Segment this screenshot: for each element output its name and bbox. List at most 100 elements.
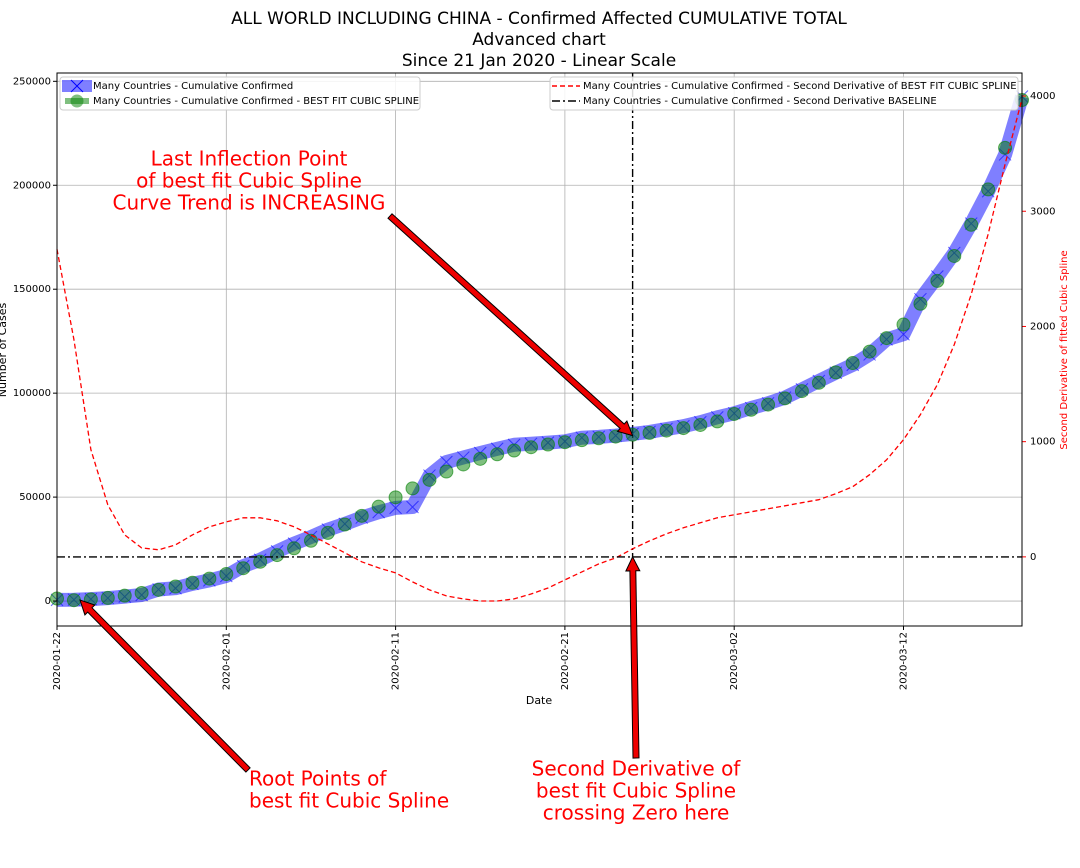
- y-axis-label: Number of Cases: [0, 303, 9, 398]
- y-tick-label: 50000: [19, 492, 51, 503]
- axes: 2020-01-22 2020-02-01 2020-02-11 2020-02-21…: [13, 72, 1055, 690]
- data-point: [981, 182, 996, 197]
- legends: Many Countries - Cumulative Confirmed Man…: [59, 76, 1019, 111]
- data-point: [202, 571, 217, 586]
- x-tick-label: 2020-03-12: [898, 632, 909, 690]
- data-point: [710, 414, 725, 429]
- legend-box: [59, 76, 421, 111]
- data-point: [100, 590, 115, 605]
- data-point: [777, 391, 792, 406]
- data-point: [727, 406, 742, 421]
- annotation-arrow: [387, 213, 634, 437]
- data-point: [439, 464, 454, 479]
- data-point: [219, 567, 234, 582]
- data-point: [422, 472, 437, 487]
- legend-label: Many Countries - Cumulative Confirmed - …: [93, 96, 419, 107]
- annotation-text: Second Derivative of: [532, 757, 742, 781]
- data-point: [761, 397, 776, 412]
- data-point: [456, 457, 471, 472]
- data-point: [845, 356, 860, 371]
- legend-label: Many Countries - Cumulative Confirmed - …: [583, 81, 1017, 92]
- data-point: [320, 525, 335, 540]
- data-point: [405, 481, 420, 496]
- data-point: [540, 437, 555, 452]
- y-tick-label: 0: [45, 596, 51, 607]
- data-point: [693, 417, 708, 432]
- legend-swatch: [70, 94, 84, 108]
- data-point: [389, 501, 402, 515]
- data-point: [371, 499, 386, 514]
- data-point: [811, 375, 826, 390]
- data-point: [642, 425, 657, 440]
- data-point: [794, 384, 809, 399]
- data-point: [287, 541, 302, 556]
- y2-tick-label: 1000: [1030, 437, 1055, 448]
- data-point: [930, 273, 945, 288]
- chart-title: ALL WORLD INCLUDING CHINA - Confirmed Af…: [231, 9, 847, 29]
- data-point: [354, 508, 369, 523]
- data-point: [659, 423, 674, 438]
- y2-tick-label: 0: [1030, 552, 1036, 563]
- x-tick-label: 2020-02-11: [391, 632, 402, 690]
- annotation-arrow: [79, 599, 251, 773]
- data-point: [151, 582, 166, 597]
- annotation-text: Last Inflection Point: [151, 147, 348, 171]
- data-point: [117, 588, 132, 603]
- data-point: [557, 435, 572, 450]
- data-point: [134, 585, 149, 600]
- data-point: [253, 554, 268, 569]
- data-point: [879, 331, 894, 346]
- legend-swatch: [70, 79, 84, 93]
- data-point: [998, 140, 1013, 155]
- annotations: Last Inflection Point of best fit Cubic …: [79, 147, 742, 825]
- data-point: [896, 317, 911, 332]
- data-point: [303, 533, 318, 548]
- legend-label: Many Countries - Cumulative Confirmed - …: [583, 96, 937, 107]
- data-point: [744, 402, 759, 417]
- data-point: [236, 561, 251, 576]
- series-line: [56, 94, 1029, 607]
- data-point: [270, 548, 285, 563]
- data-point: [608, 429, 623, 444]
- annotation-arrow: [625, 555, 641, 759]
- data-point: [913, 296, 928, 311]
- annotation-text: Root Points of: [249, 767, 387, 791]
- legend-box: [549, 76, 1019, 111]
- annotation-text: best fit Cubic Spline: [536, 779, 736, 803]
- annotation-text: Curve Trend is INCREASING: [113, 191, 386, 215]
- chart-subtitle: Advanced chart: [472, 30, 606, 50]
- data-point: [185, 575, 200, 590]
- y2-tick-label: 3000: [1030, 206, 1055, 217]
- data-point: [406, 500, 419, 514]
- data-point: [964, 217, 979, 232]
- data-point: [676, 421, 691, 436]
- annotation-text: crossing Zero here: [543, 801, 730, 825]
- y2-axis-label: Second Derivative of fitted Cubic Spline: [1059, 250, 1070, 449]
- y-tick-label: 150000: [13, 284, 51, 295]
- x-tick-label: 2020-02-21: [560, 632, 571, 690]
- data-point: [388, 490, 403, 505]
- data-point: [947, 248, 962, 263]
- data-point: [828, 365, 843, 380]
- data-point: [574, 433, 589, 448]
- data-point: [473, 451, 488, 466]
- x-tick-label: 2020-01-22: [52, 632, 63, 690]
- plot-area: [50, 73, 1029, 626]
- annotation-text: of best fit Cubic Spline: [136, 169, 362, 193]
- y-tick-label: 100000: [13, 388, 51, 399]
- data-point: [168, 579, 183, 594]
- y-tick-label: 200000: [13, 180, 51, 191]
- data-point: [66, 593, 81, 608]
- x-axis-label: Date: [526, 694, 553, 707]
- data-point: [524, 440, 539, 455]
- legend-label: Many Countries - Cumulative Confirmed: [93, 81, 293, 92]
- chart-subtitle: Since 21 Jan 2020 - Linear Scale: [402, 51, 676, 71]
- data-point: [591, 431, 606, 446]
- plot-frame: [56, 72, 1023, 627]
- data-point: [507, 443, 522, 458]
- series-line: [56, 98, 1023, 602]
- x-tick-label: 2020-02-01: [221, 632, 232, 690]
- data-point: [862, 344, 877, 359]
